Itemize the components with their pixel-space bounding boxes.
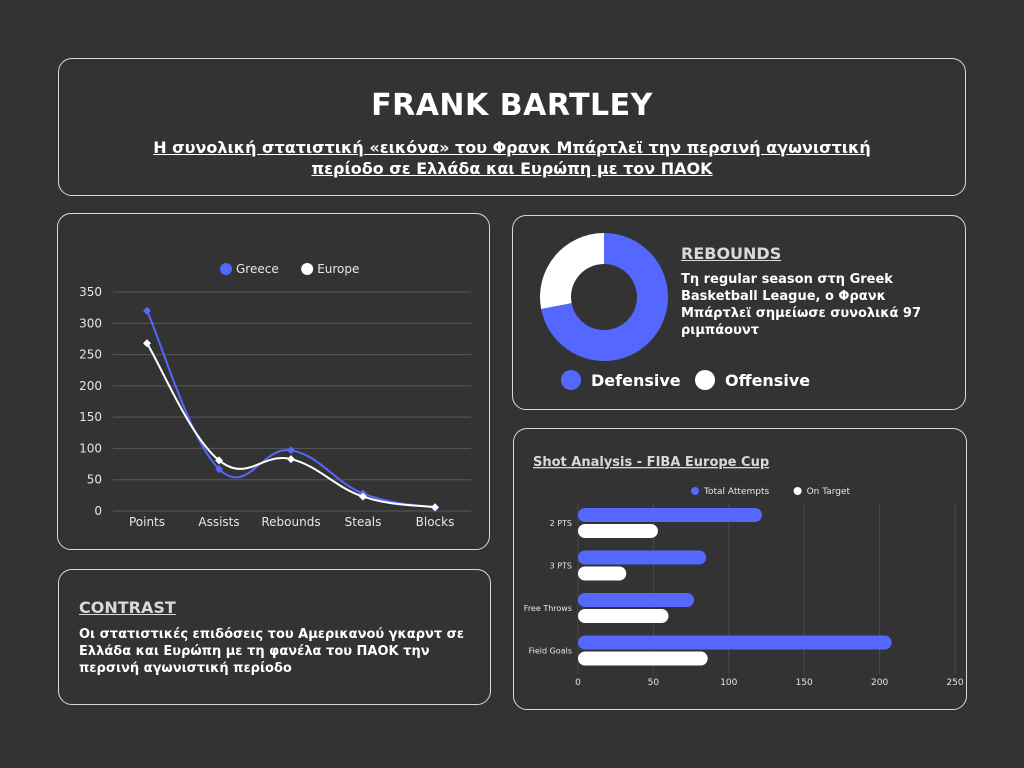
bar-on-target [578,566,627,581]
legend-defensive-label: Defensive [591,370,681,390]
y-tick-label: Field Goals [529,647,572,656]
legend-label: On Target [807,487,851,497]
legend-dot-icon [301,263,314,275]
bar-on-target [578,609,669,623]
x-tick-label: 50 [648,678,660,688]
contrast-text: Οι στατιστικές επιδόσεις του Αμερικανού … [79,627,465,676]
y-tick-label: Free Throws [524,604,572,613]
donut-slice-offensive [540,233,604,309]
bar-total-attempts [578,635,892,650]
data-point-europe [215,456,223,465]
x-tick-label: 250 [946,678,963,688]
x-tick-label: 150 [796,678,813,688]
x-tick-label: 100 [720,678,737,688]
x-tick-label: 200 [871,678,888,688]
legend-dot-icon [793,487,802,495]
x-tick-label: Assists [198,515,239,529]
bar-chart-title: Shot Analysis - FIBA Europe Cup [533,455,769,470]
data-point-europe [143,339,151,348]
contrast-card: CONTRAST Οι στατιστικές επιδόσεις του Αμ… [58,569,491,705]
rebounds-text: Τη regular season στη Greek Basketball L… [681,272,922,338]
rebounds-title: REBOUNDS [681,244,782,263]
legend-label: Greece [236,262,279,276]
y-tick-label: 0 [94,504,102,518]
x-tick-label: Blocks [416,515,455,529]
y-tick-label: 2 PTS [550,519,572,528]
legend-label: Europe [317,262,359,276]
shot-analysis-card: Shot Analysis - FIBA Europe Cup Total Att… [513,428,967,710]
bar-on-target [578,651,708,666]
rebounds-card: REBOUNDS Τη regular season στη Greek Bas… [512,215,966,410]
x-tick-label: 0 [575,678,581,688]
contrast-title: CONTRAST [79,598,176,617]
data-point-greece [143,306,151,315]
defensive-dot-icon [561,370,581,390]
offensive-dot-icon [695,370,715,390]
header-card: FRANK BARTLEY Η συνολική στατιστική «εικ… [58,58,966,196]
y-tick-label: 200 [79,379,102,393]
legend-dot-icon [220,263,232,275]
legend-defensive: Defensive [561,370,681,390]
bar-total-attempts [578,508,762,522]
data-point-europe [431,503,439,512]
legend-dot-icon [691,487,699,495]
page-title: FRANK BARTLEY [371,88,653,123]
data-point-greece [215,465,223,474]
page-subtitle: Η συνολική στατιστική «εικόνα» του Φρανκ… [153,138,871,178]
legend-label: Total Attempts [703,487,769,497]
donut-slice-defensive [541,233,668,361]
series-line-europe [146,342,436,509]
x-tick-label: Steals [345,515,382,529]
y-tick-label: 350 [79,285,102,299]
bar-on-target [578,524,658,538]
y-tick-label: 150 [79,410,102,424]
line-chart: 0 50 100 150 200 250 300 350 Points Assists Reboun… [79,262,471,529]
x-tick-label: Rebounds [261,515,320,529]
data-point-greece [287,446,295,455]
y-tick-label: 50 [87,473,102,487]
line-chart-card: 0 50 100 150 200 250 300 350 Points Assists Reboun… [57,213,490,550]
bar-total-attempts [578,550,707,565]
series-line-greece [146,310,436,509]
rebounds-donut-chart [540,233,668,361]
y-tick-label: 300 [79,316,102,330]
legend-offensive: Offensive [695,370,810,390]
data-point-europe [287,455,295,464]
y-tick-label: 3 PTS [550,562,572,571]
bar-total-attempts [578,593,695,607]
x-tick-label: Points [129,515,165,529]
legend-offensive-label: Offensive [725,370,811,390]
data-point-europe [359,492,367,501]
shot-analysis-bar-chart: Shot Analysis - FIBA Europe Cup Total Att… [524,455,964,688]
y-tick-label: 100 [79,441,102,455]
y-tick-label: 250 [79,348,102,362]
